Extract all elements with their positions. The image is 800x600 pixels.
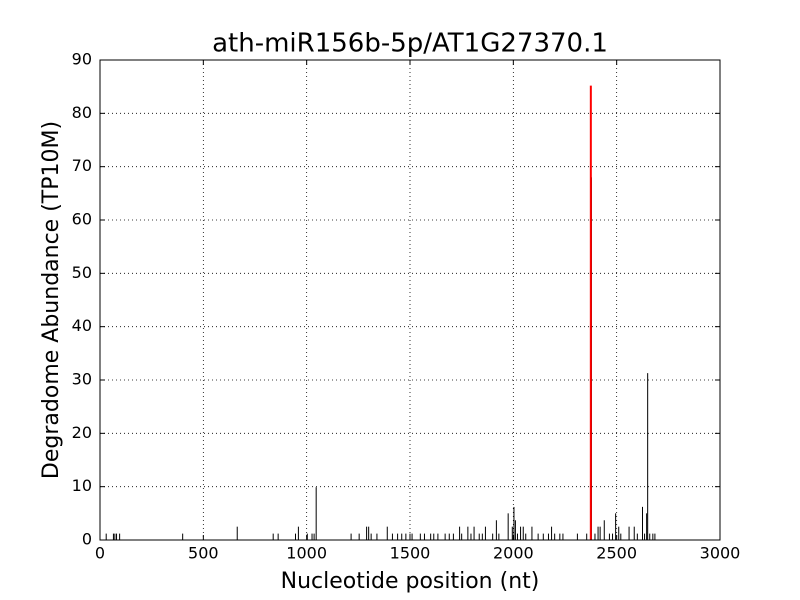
x-tick-label: 2000 (493, 544, 534, 563)
y-tick-label: 60 (72, 210, 92, 229)
y-tick-label: 30 (72, 370, 92, 389)
x-axis-label: Nucleotide position (nt) (281, 569, 540, 594)
x-tick-label: 1500 (390, 544, 431, 563)
x-tick-label: 0 (95, 544, 105, 563)
plot-frame (99, 59, 721, 541)
y-tick-label: 80 (72, 103, 92, 122)
y-tick-label: 50 (72, 263, 92, 282)
y-tick-label: 70 (72, 156, 92, 175)
y-tick-label: 40 (72, 316, 92, 335)
y-tick-label: 20 (72, 423, 92, 442)
x-tick-label: 1000 (286, 544, 327, 563)
y-tick-label: 90 (72, 50, 92, 69)
y-tick-label: 10 (72, 476, 92, 495)
y-tick-label: 0 (82, 530, 92, 549)
x-tick-label: 500 (188, 544, 219, 563)
x-tick-label: 3000 (700, 544, 741, 563)
chart-title: ath-miR156b-5p/AT1G27370.1 (212, 29, 608, 59)
y-axis-label: Degradome Abundance (TP10M) (39, 121, 64, 479)
x-tick-label: 2500 (596, 544, 637, 563)
